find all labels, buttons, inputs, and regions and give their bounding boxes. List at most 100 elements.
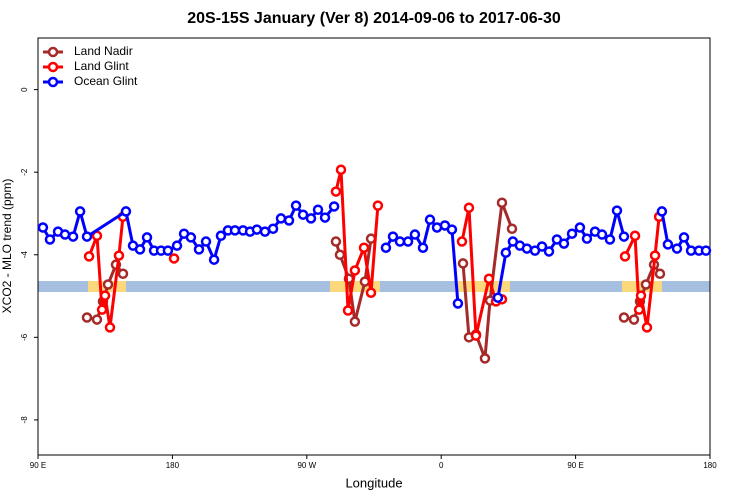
data-point — [506, 223, 518, 234]
data-point — [678, 232, 690, 243]
data-point — [275, 213, 287, 224]
x-tick-label: 90 E — [567, 461, 583, 470]
data-point — [334, 249, 346, 261]
y-tick-label: -8 — [20, 416, 29, 424]
data-point — [618, 312, 630, 323]
y-tick-label: -6 — [20, 333, 29, 341]
data-point — [365, 287, 377, 298]
data-point — [91, 314, 103, 325]
data-point — [81, 231, 93, 242]
data-point — [59, 229, 71, 240]
data-point — [328, 201, 340, 212]
y-tick-label: -2 — [20, 168, 29, 176]
data-point — [394, 236, 406, 247]
x-axis-label: Longitude — [345, 475, 402, 490]
data-point — [492, 292, 504, 303]
data-point — [67, 231, 79, 242]
data-point — [558, 238, 570, 249]
data-point — [372, 200, 384, 211]
data-point — [649, 250, 661, 261]
data-point — [633, 304, 645, 315]
data-point — [604, 234, 616, 245]
data-point — [641, 322, 653, 333]
data-point — [424, 214, 436, 225]
data-point — [171, 240, 183, 251]
data-point — [700, 245, 712, 256]
data-point — [619, 251, 631, 262]
x-tick-label: 180 — [703, 461, 717, 470]
data-point — [521, 243, 533, 254]
data-point — [463, 202, 475, 213]
data-point — [446, 224, 458, 235]
data-point — [457, 258, 469, 269]
data-point — [618, 231, 630, 242]
data-point — [330, 186, 342, 197]
data-point — [215, 230, 227, 242]
data-point — [640, 279, 652, 290]
legend-marker — [47, 76, 59, 88]
legend-label: Land Glint — [74, 59, 129, 73]
data-point — [168, 253, 180, 264]
data-point — [596, 229, 608, 240]
data-point — [96, 304, 108, 315]
data-point — [208, 254, 220, 265]
data-point — [402, 236, 414, 247]
data-point — [200, 236, 212, 247]
data-point — [456, 236, 468, 247]
data-point — [83, 251, 95, 262]
data-point — [74, 206, 86, 217]
land-strip — [330, 281, 380, 292]
data-point — [452, 298, 464, 309]
series-line — [87, 168, 661, 338]
x-tick-label: 0 — [439, 461, 444, 470]
data-point — [654, 268, 666, 279]
data-point — [330, 236, 342, 247]
data-point — [671, 243, 683, 254]
data-point — [141, 232, 153, 243]
data-point — [81, 312, 93, 323]
data-point — [500, 247, 512, 258]
data-point — [409, 229, 421, 240]
data-point — [267, 223, 279, 234]
data-point — [312, 204, 324, 216]
data-point — [134, 244, 146, 255]
data-point — [611, 205, 623, 216]
data-point — [387, 231, 399, 242]
y-tick-label: -4 — [20, 251, 29, 259]
data-point — [470, 330, 482, 341]
data-point — [581, 233, 593, 244]
data-point — [297, 209, 309, 220]
data-point — [229, 225, 241, 236]
x-tick-label: 90 W — [297, 461, 316, 470]
legend-marker — [47, 46, 59, 58]
data-point — [259, 226, 271, 237]
data-point — [483, 273, 495, 284]
data-point — [629, 230, 641, 242]
data-point — [574, 222, 586, 233]
data-point — [656, 206, 668, 217]
data-point — [290, 200, 302, 211]
data-point — [635, 290, 647, 301]
data-point — [380, 242, 392, 253]
data-point — [99, 290, 111, 301]
data-point — [536, 241, 548, 252]
data-point — [44, 234, 56, 245]
data-point — [335, 164, 347, 175]
data-point — [120, 206, 132, 217]
data-point — [305, 213, 317, 224]
data-point — [342, 305, 354, 316]
legend-label: Ocean Glint — [74, 74, 138, 88]
data-point — [628, 314, 640, 325]
data-point — [117, 268, 129, 279]
x-tick-label: 180 — [166, 461, 180, 470]
data-point — [349, 316, 361, 327]
land-strip — [455, 281, 510, 292]
data-point — [251, 224, 263, 235]
chart-title: 20S-15S January (Ver 8) 2014-09-06 to 20… — [187, 10, 561, 27]
legend-label: Land Nadir — [74, 44, 133, 58]
data-point — [283, 215, 295, 226]
data-point — [102, 279, 114, 290]
y-tick-label: 0 — [20, 87, 29, 92]
